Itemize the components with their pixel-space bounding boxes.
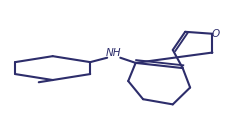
Text: O: O	[212, 29, 220, 39]
Text: NH: NH	[106, 48, 121, 58]
